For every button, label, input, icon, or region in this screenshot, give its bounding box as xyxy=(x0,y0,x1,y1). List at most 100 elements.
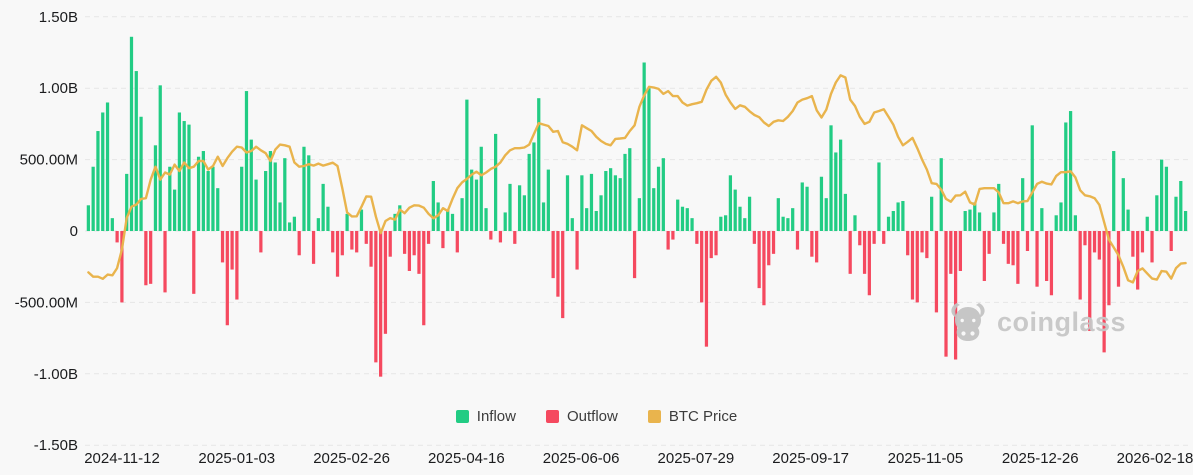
inflow-bar[interactable] xyxy=(541,202,546,231)
outflow-bar[interactable] xyxy=(1035,231,1039,287)
inflow-bar[interactable] xyxy=(431,181,435,231)
outflow-bar[interactable] xyxy=(417,231,421,274)
outflow-bar[interactable] xyxy=(1116,231,1121,287)
inflow-bar[interactable] xyxy=(278,202,282,231)
inflow-bar[interactable] xyxy=(96,131,100,231)
inflow-bar[interactable] xyxy=(196,156,201,231)
outflow-bar[interactable] xyxy=(192,231,196,294)
outflow-bar[interactable] xyxy=(987,231,991,254)
inflow-bar[interactable] xyxy=(283,158,287,231)
outflow-bar[interactable] xyxy=(953,231,958,360)
inflow-bar[interactable] xyxy=(1179,181,1183,231)
inflow-bar[interactable] xyxy=(609,168,613,231)
inflow-bar[interactable] xyxy=(570,218,574,231)
inflow-bar[interactable] xyxy=(446,209,450,231)
outflow-bar[interactable] xyxy=(1136,231,1140,290)
outflow-bar[interactable] xyxy=(335,231,340,277)
inflow-bar[interactable] xyxy=(393,213,397,231)
inflow-bar[interactable] xyxy=(992,212,996,231)
outflow-bar[interactable] xyxy=(402,231,407,254)
inflow-bar[interactable] xyxy=(565,175,570,231)
inflow-bar[interactable] xyxy=(656,166,661,231)
inflow-bar[interactable] xyxy=(824,198,828,231)
inflow-bar[interactable] xyxy=(125,173,129,231)
inflow-bar[interactable] xyxy=(321,183,325,231)
inflow-bar[interactable] xyxy=(1160,159,1164,231)
inflow-bar[interactable] xyxy=(1126,209,1130,231)
inflow-bar[interactable] xyxy=(968,209,972,231)
inflow-bar[interactable] xyxy=(661,158,665,231)
inflow-bar[interactable] xyxy=(877,162,881,231)
outflow-bar[interactable] xyxy=(862,231,867,274)
inflow-bar[interactable] xyxy=(800,182,804,231)
outflow-bar[interactable] xyxy=(1088,231,1092,331)
inflow-bar[interactable] xyxy=(307,155,311,231)
outflow-bar[interactable] xyxy=(872,231,876,244)
inflow-bar[interactable] xyxy=(345,213,349,231)
inflow-bar[interactable] xyxy=(105,102,110,231)
inflow-bar[interactable] xyxy=(939,158,943,231)
outflow-bar[interactable] xyxy=(1083,231,1087,246)
outflow-bar[interactable] xyxy=(163,231,167,293)
inflow-bar[interactable] xyxy=(973,202,977,231)
inflow-bar[interactable] xyxy=(484,208,488,231)
inflow-bar[interactable] xyxy=(719,216,723,231)
inflow-bar[interactable] xyxy=(896,202,900,231)
outflow-bar[interactable] xyxy=(906,231,910,256)
inflow-bar[interactable] xyxy=(819,176,824,231)
inflow-bar[interactable] xyxy=(647,88,651,231)
inflow-bar[interactable] xyxy=(1030,125,1034,231)
inflow-bar[interactable] xyxy=(1054,215,1058,231)
inflow-bar[interactable] xyxy=(1164,166,1169,231)
inflow-bar[interactable] xyxy=(838,139,843,231)
inflow-bar[interactable] xyxy=(211,166,215,231)
inflow-bar[interactable] xyxy=(1021,178,1025,231)
inflow-bar[interactable] xyxy=(508,183,512,231)
inflow-bar[interactable] xyxy=(628,148,632,231)
inflow-bar[interactable] xyxy=(589,173,594,231)
outflow-bar[interactable] xyxy=(882,231,886,244)
outflow-bar[interactable] xyxy=(355,231,359,253)
outflow-bar[interactable] xyxy=(714,231,718,256)
inflow-bar[interactable] xyxy=(680,206,685,231)
inflow-bar[interactable] xyxy=(829,125,833,231)
legend-item-btc-price[interactable]: BTC Price xyxy=(647,408,737,425)
inflow-bar[interactable] xyxy=(723,215,728,231)
outflow-bar[interactable] xyxy=(1049,231,1054,296)
outflow-bar[interactable] xyxy=(364,231,368,244)
outflow-bar[interactable] xyxy=(561,231,565,319)
inflow-bar[interactable] xyxy=(465,99,469,232)
inflow-bar[interactable] xyxy=(781,216,785,231)
outflow-bar[interactable] xyxy=(1016,231,1020,284)
inflow-bar[interactable] xyxy=(963,211,967,231)
inflow-bar[interactable] xyxy=(599,195,603,231)
outflow-bar[interactable] xyxy=(235,231,239,300)
inflow-bar[interactable] xyxy=(652,188,656,231)
inflow-bar[interactable] xyxy=(254,179,258,231)
outflow-bar[interactable] xyxy=(575,231,579,270)
inflow-bar[interactable] xyxy=(470,169,474,231)
inflow-bar[interactable] xyxy=(182,121,186,231)
outflow-bar[interactable] xyxy=(848,231,852,274)
inflow-bar[interactable] xyxy=(479,146,483,231)
inflow-bar[interactable] xyxy=(853,215,857,231)
outflow-bar[interactable] xyxy=(220,231,225,263)
outflow-bar[interactable] xyxy=(944,231,948,357)
inflow-bar[interactable] xyxy=(532,142,536,231)
inflow-bar[interactable] xyxy=(613,175,618,231)
outflow-bar[interactable] xyxy=(1131,231,1135,257)
inflow-bar[interactable] xyxy=(1112,151,1116,231)
inflow-bar[interactable] xyxy=(685,208,689,231)
inflow-bar[interactable] xyxy=(776,198,780,231)
outflow-bar[interactable] xyxy=(331,231,335,253)
outflow-bar[interactable] xyxy=(1169,231,1173,251)
outflow-bar[interactable] xyxy=(149,231,153,284)
outflow-bar[interactable] xyxy=(762,231,766,306)
outflow-bar[interactable] xyxy=(412,231,416,256)
outflow-bar[interactable] xyxy=(867,231,871,296)
inflow-bar[interactable] xyxy=(1064,122,1068,231)
inflow-bar[interactable] xyxy=(786,218,790,231)
outflow-bar[interactable] xyxy=(369,231,373,267)
outflow-bar[interactable] xyxy=(1045,231,1049,281)
